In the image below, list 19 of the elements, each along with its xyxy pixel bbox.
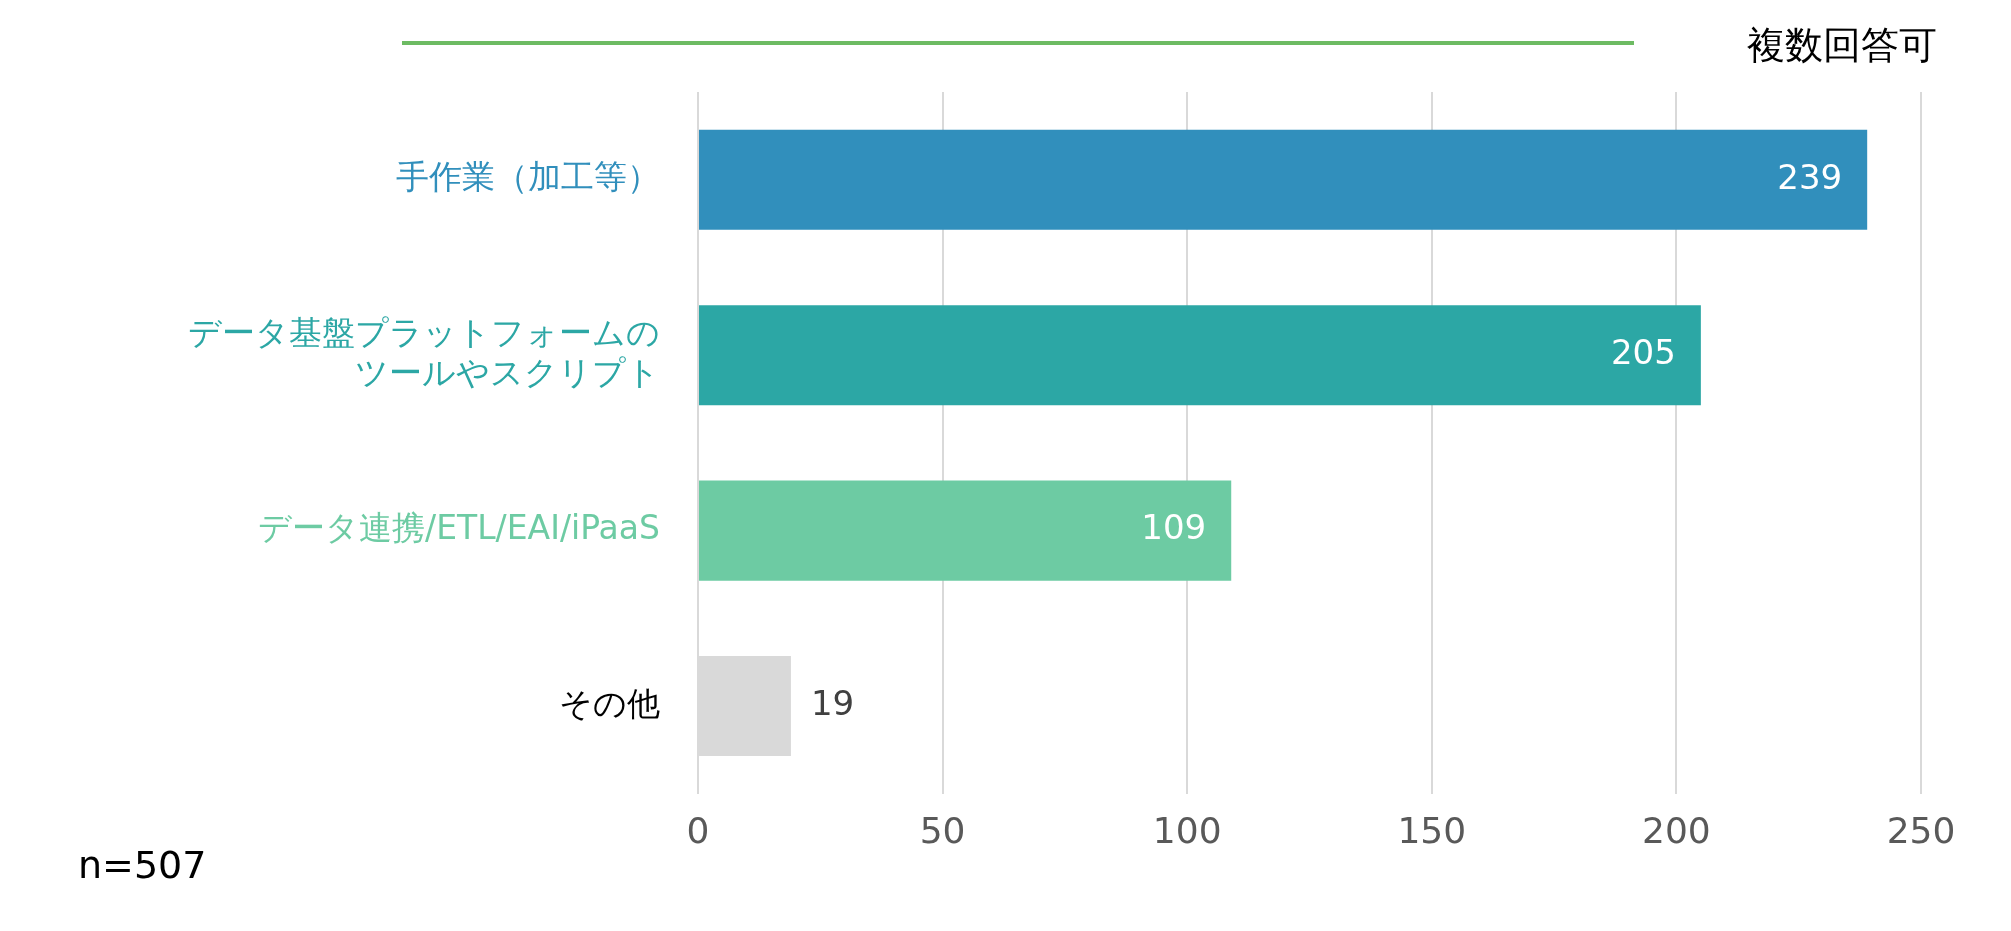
data-label: 109 xyxy=(1141,507,1207,548)
bar xyxy=(699,129,1868,230)
bar xyxy=(699,305,1701,406)
y-tick-label: その他 xyxy=(559,683,660,723)
data-label: 205 xyxy=(1610,332,1676,372)
text: 複数回答可 xyxy=(1747,22,1937,69)
data-label: 239 xyxy=(1777,156,1843,197)
y-tick-label: 手作業（加工等） xyxy=(396,157,660,197)
data-label: 19 xyxy=(810,682,855,723)
x-tick-label: 0 xyxy=(686,809,710,851)
x-tick-label: 150 xyxy=(1397,809,1467,851)
text: n=507 xyxy=(78,843,207,887)
y-tick-label: データ基盤プラットフォームのツールやスクリプト xyxy=(188,312,660,392)
bar xyxy=(699,480,1232,581)
x-tick-label: 250 xyxy=(1886,809,1956,851)
x-tick-label: 100 xyxy=(1152,809,1222,851)
y-tick-label: データ連携/ETL/EAI/iPaaS xyxy=(258,508,660,548)
x-tick-label: 200 xyxy=(1642,809,1711,851)
x-tick-label: 50 xyxy=(919,809,966,851)
